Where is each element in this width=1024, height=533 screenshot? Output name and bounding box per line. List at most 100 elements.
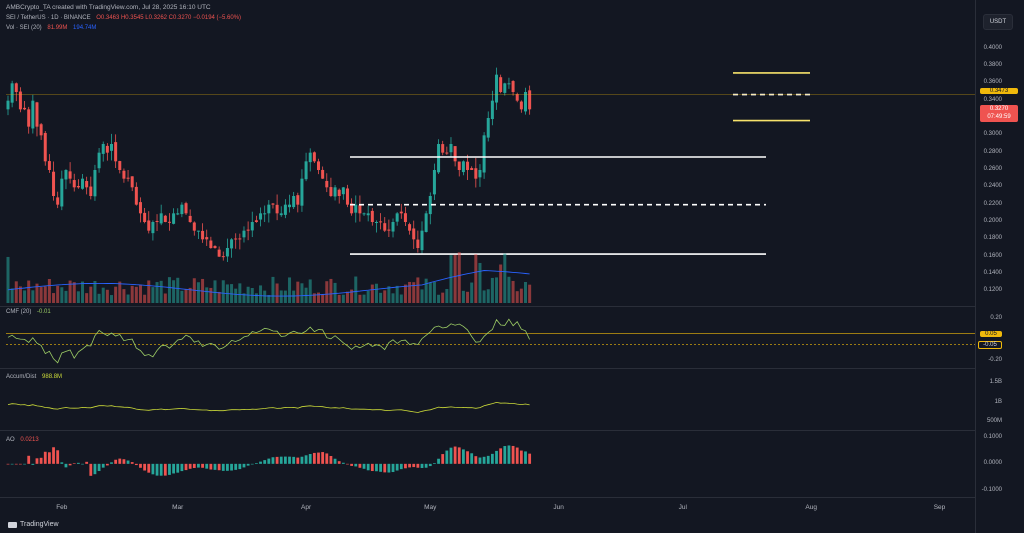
ao-legend[interactable]: AO 0.0213 — [6, 437, 39, 443]
candle-body — [499, 77, 503, 92]
candle-body — [358, 205, 362, 214]
volume-bar — [478, 262, 482, 303]
candle-body — [366, 213, 370, 216]
candle-body — [317, 161, 320, 170]
accum-value: 988.8M — [42, 374, 63, 380]
volume-bar — [56, 285, 60, 303]
volume-bar — [134, 286, 138, 303]
volume-bar — [167, 277, 171, 303]
candle-body — [27, 109, 31, 127]
candle-body — [321, 169, 325, 179]
ao-tick: -0.1000 — [981, 487, 1002, 493]
ao-bar — [420, 463, 424, 469]
volume-bar — [122, 289, 126, 303]
time-tick-label: Jun — [553, 504, 564, 511]
brand-name: TradingView — [20, 521, 59, 528]
candle-body — [308, 152, 312, 163]
currency-button[interactable]: USDT — [983, 14, 1013, 30]
volume-bar — [105, 289, 109, 303]
volume-bar — [445, 289, 449, 303]
volume-bar — [399, 294, 403, 303]
time-tick-label: Aug — [805, 504, 817, 511]
ao-bar — [205, 463, 209, 469]
candle-body — [432, 170, 436, 195]
volume-ma-line — [7, 270, 530, 297]
last-price-tag: 0.3270 07:49:59 — [980, 105, 1018, 122]
ao-bar — [176, 463, 180, 473]
candle-body — [234, 238, 238, 240]
ao-bar — [230, 463, 233, 471]
volume-bar — [52, 293, 56, 303]
candle-body — [47, 161, 51, 170]
ao-bar — [246, 463, 250, 466]
price-tick-label: 0.3600 — [983, 79, 1002, 86]
candle-body — [283, 204, 287, 215]
symbol-legend[interactable]: SEI / TetherUS · 1D · BINANCE O0.3463 H0… — [6, 15, 241, 21]
candle-body — [403, 213, 407, 222]
ao-bar — [122, 459, 126, 464]
ao-bar — [255, 463, 258, 464]
pane-divider[interactable] — [0, 430, 975, 431]
candle-body — [470, 168, 474, 170]
ao-bar — [267, 458, 271, 464]
candle-body — [52, 171, 56, 196]
ao-bar — [375, 463, 378, 472]
ao-bar — [271, 457, 275, 464]
ao-bar — [445, 450, 449, 464]
candle-body — [143, 212, 147, 222]
candle-body — [85, 181, 89, 188]
ohlc-values: O0.3463 H0.3545 L0.3262 C0.3270 −0.0194 … — [96, 15, 242, 21]
ao-bar — [416, 463, 420, 468]
volume-bar — [118, 281, 122, 303]
volume-bar — [130, 285, 134, 303]
ao-bar — [250, 463, 254, 465]
volume-bar — [408, 281, 412, 303]
ao-bar — [391, 463, 395, 473]
candle-body — [449, 144, 453, 153]
volume-bar — [470, 282, 474, 303]
volume-bar — [403, 284, 407, 303]
ao-bar — [300, 456, 304, 464]
volume-bar — [379, 292, 383, 303]
ao-bar — [110, 462, 113, 464]
price-tick-label: 0.3400 — [983, 96, 1002, 103]
pane-divider[interactable] — [0, 497, 975, 498]
volume-bar — [358, 294, 362, 303]
candle-body — [138, 202, 142, 214]
volume-label: Vol · SEI (20) — [6, 25, 42, 31]
volume-bar — [93, 281, 97, 303]
candle-body — [238, 238, 242, 240]
volume-bar — [18, 286, 22, 303]
accum-legend[interactable]: Accum/Dist 988.8M — [6, 374, 62, 380]
ao-bar — [81, 463, 84, 465]
candle-body — [370, 210, 374, 222]
candle-body — [267, 204, 271, 214]
volume-bar — [524, 281, 527, 303]
volume-bar — [143, 294, 147, 303]
ao-bar — [495, 450, 498, 464]
pane-divider[interactable] — [0, 368, 975, 369]
volume-bar — [159, 280, 163, 303]
candle-body — [279, 213, 283, 216]
tradingview-brand[interactable]: TradingView — [8, 521, 59, 528]
volume-bar — [176, 277, 180, 303]
ao-bar — [209, 463, 213, 470]
ao-bar — [325, 453, 329, 464]
volume-bar — [412, 282, 416, 303]
volume-legend[interactable]: Vol · SEI (20) 81.99M 194.74M — [6, 25, 96, 31]
candle-body — [155, 220, 159, 222]
cmf-legend[interactable]: CMF (20) -0.01 — [6, 309, 51, 315]
ao-bar — [337, 461, 341, 464]
volume-bar — [490, 277, 494, 303]
symbol-line: SEI / TetherUS · 1D · BINANCE — [6, 15, 91, 21]
ao-bar — [68, 463, 72, 466]
ao-bar — [39, 457, 43, 464]
pane-divider[interactable] — [0, 306, 975, 307]
ao-bar — [263, 460, 267, 464]
volume-bar — [259, 285, 263, 303]
volume-bar — [27, 280, 31, 303]
candle-body — [196, 230, 200, 232]
volume-bar — [279, 290, 283, 303]
ao-bar — [424, 463, 428, 468]
